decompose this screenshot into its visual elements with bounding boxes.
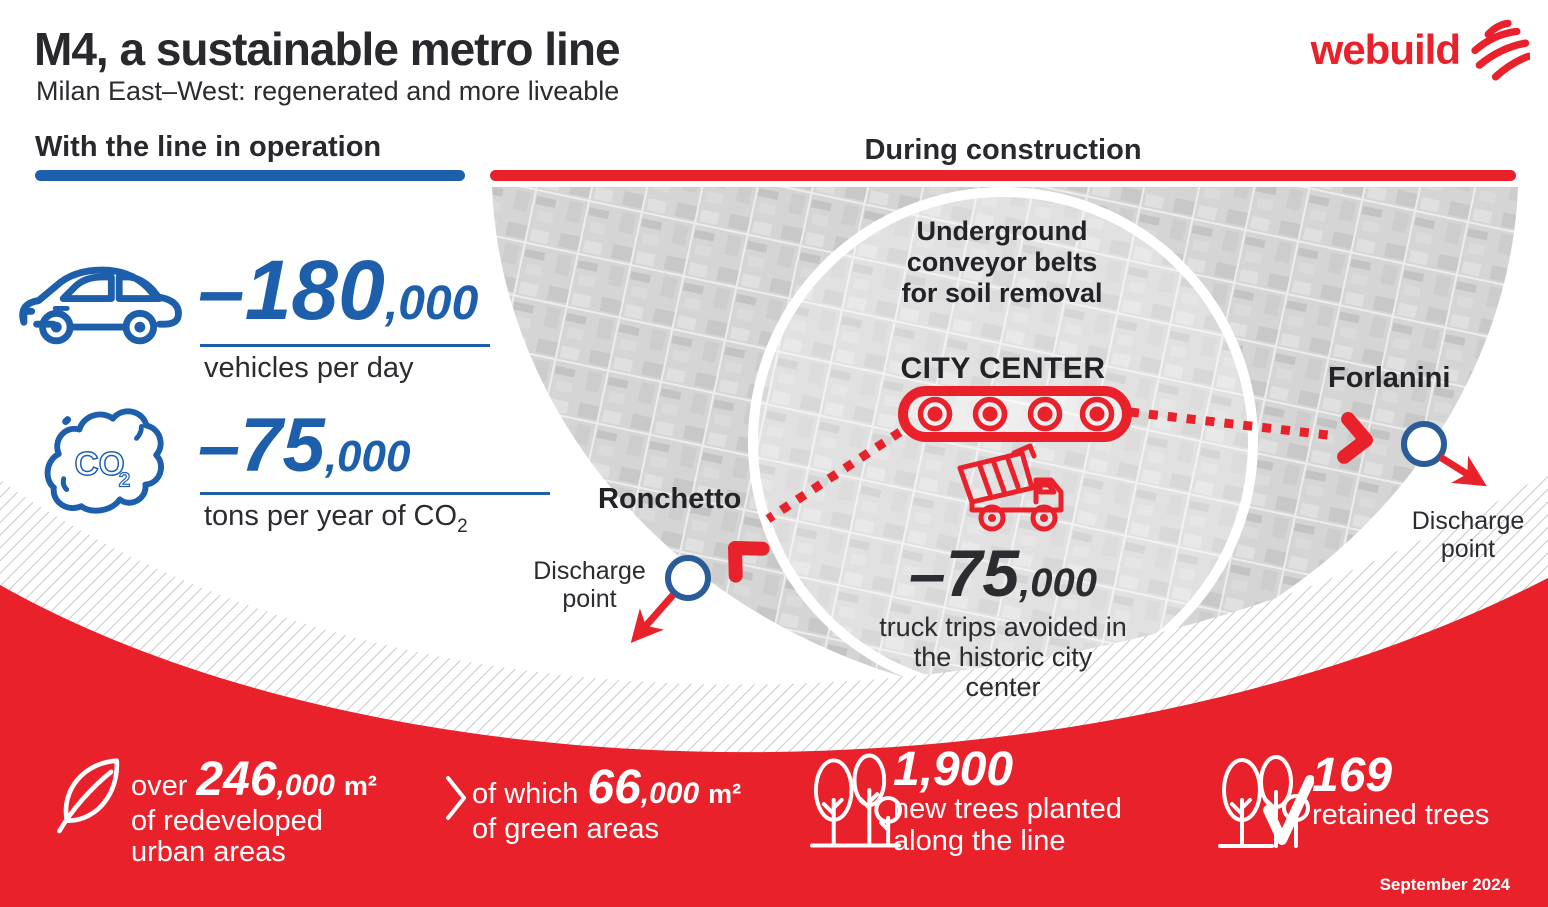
co2-stat-number: –75,000: [198, 408, 410, 484]
leaf-icon: [57, 758, 120, 834]
vehicles-stat-rule: [200, 344, 490, 347]
truck-trips-stat-suffix: ,000: [1019, 561, 1097, 605]
co2-icon-text: CO: [74, 446, 124, 483]
trees-icon: [809, 753, 902, 848]
page-subtitle: Milan East–West: regenerated and more li…: [36, 76, 620, 106]
route-dotted-right: [1129, 407, 1337, 441]
stat-redeveloped-prefix: over: [131, 770, 188, 802]
route-chevron-right: [1337, 412, 1373, 464]
stat-green-prefix: of which: [472, 778, 579, 810]
route-dotted-left: [765, 428, 903, 523]
truck-trips-stat-caption: truck trips avoided in the historic city…: [879, 612, 1127, 703]
discharge-point-label-left: Discharge point: [533, 557, 646, 613]
co2-stat-rule: [200, 492, 550, 495]
underground-conveyor-caption: Underground conveyor belts for soil remo…: [901, 216, 1103, 309]
section-title-construction: During construction: [864, 134, 1142, 166]
section-title-operation: With the line in operation: [35, 131, 382, 163]
co2-stat-caption-text: tons per year of CO: [204, 500, 458, 532]
discharge-arrow-right: [1438, 454, 1487, 487]
discharge-point-marker-left: [665, 555, 711, 601]
station-label-ronchetto: Ronchetto: [598, 483, 742, 515]
stat-retained-trees-value: 169: [1312, 749, 1393, 802]
discharge-point-label-right: Discharge point: [1411, 507, 1525, 563]
truck-trips-stat-value: –75: [909, 536, 1020, 610]
stat-new-trees-value: 1,900: [893, 743, 1014, 796]
conveyor-belt-icon: [898, 386, 1132, 442]
stat-green-suffix: ,000: [640, 777, 700, 810]
operation-underline-bar: [35, 170, 465, 181]
trees-check-icon: [1218, 755, 1314, 848]
stat-new-trees-caption: new trees planted along the line: [893, 793, 1122, 857]
stat-new-trees: 1,900 new trees planted along the line: [893, 743, 1143, 857]
dump-truck-icon: [957, 443, 1064, 532]
car-icon: [19, 266, 182, 345]
city-center-label: CITY CENTER: [900, 352, 1106, 385]
stat-green-value: 66: [587, 761, 641, 814]
stat-redeveloped-unit: m²: [343, 771, 377, 801]
stat-green-unit: m²: [708, 779, 742, 809]
stat-redeveloped-value: 246: [196, 753, 277, 806]
stat-retained-trees: 169 retained trees: [1312, 749, 1537, 832]
stat-redeveloped-suffix: ,000: [276, 769, 335, 802]
co2-stat-caption-sub: 2: [457, 515, 468, 537]
vehicles-stat-caption: vehicles per day: [204, 352, 414, 384]
stat-green-caption: of green areas: [472, 813, 660, 845]
stat-retained-trees-caption: retained trees: [1312, 799, 1490, 832]
stat-green-areas: of which 66,000 m² of green areas: [472, 761, 772, 845]
chevron-separator-icon: [446, 776, 466, 820]
route-chevron-left: [728, 541, 770, 583]
stat-redeveloped-areas: over 246,000 m² of redeveloped urban are…: [131, 753, 401, 869]
vehicles-stat-value: –180: [198, 243, 385, 337]
red-swoosh: [0, 578, 1548, 907]
construction-underline-bar: [490, 170, 1516, 181]
co2-cloud-icon: CO 2: [44, 408, 164, 514]
stat-redeveloped-caption: of redeveloped urban areas: [131, 805, 323, 869]
station-label-forlanini: Forlanini: [1328, 362, 1451, 394]
truck-trips-stat-number: –75,000: [873, 540, 1133, 606]
co2-stat-caption: tons per year of CO2: [204, 500, 468, 538]
map-bowl: [492, 187, 1518, 701]
co2-stat-suffix: ,000: [324, 432, 411, 481]
vehicles-stat-suffix: ,000: [384, 277, 479, 330]
vehicles-stat-number: –180,000: [198, 248, 478, 332]
discharge-point-marker-right: [1401, 421, 1447, 467]
date-label: September 2024: [1379, 875, 1510, 894]
webuild-logo-text: webuild: [1310, 26, 1461, 73]
webuild-logo-icon: [1471, 19, 1530, 81]
page-title: M4, a sustainable metro line: [34, 23, 621, 75]
co2-icon-sub: 2: [119, 469, 131, 492]
co2-stat-value: –75: [198, 403, 325, 488]
discharge-arrow-left: [630, 592, 676, 644]
